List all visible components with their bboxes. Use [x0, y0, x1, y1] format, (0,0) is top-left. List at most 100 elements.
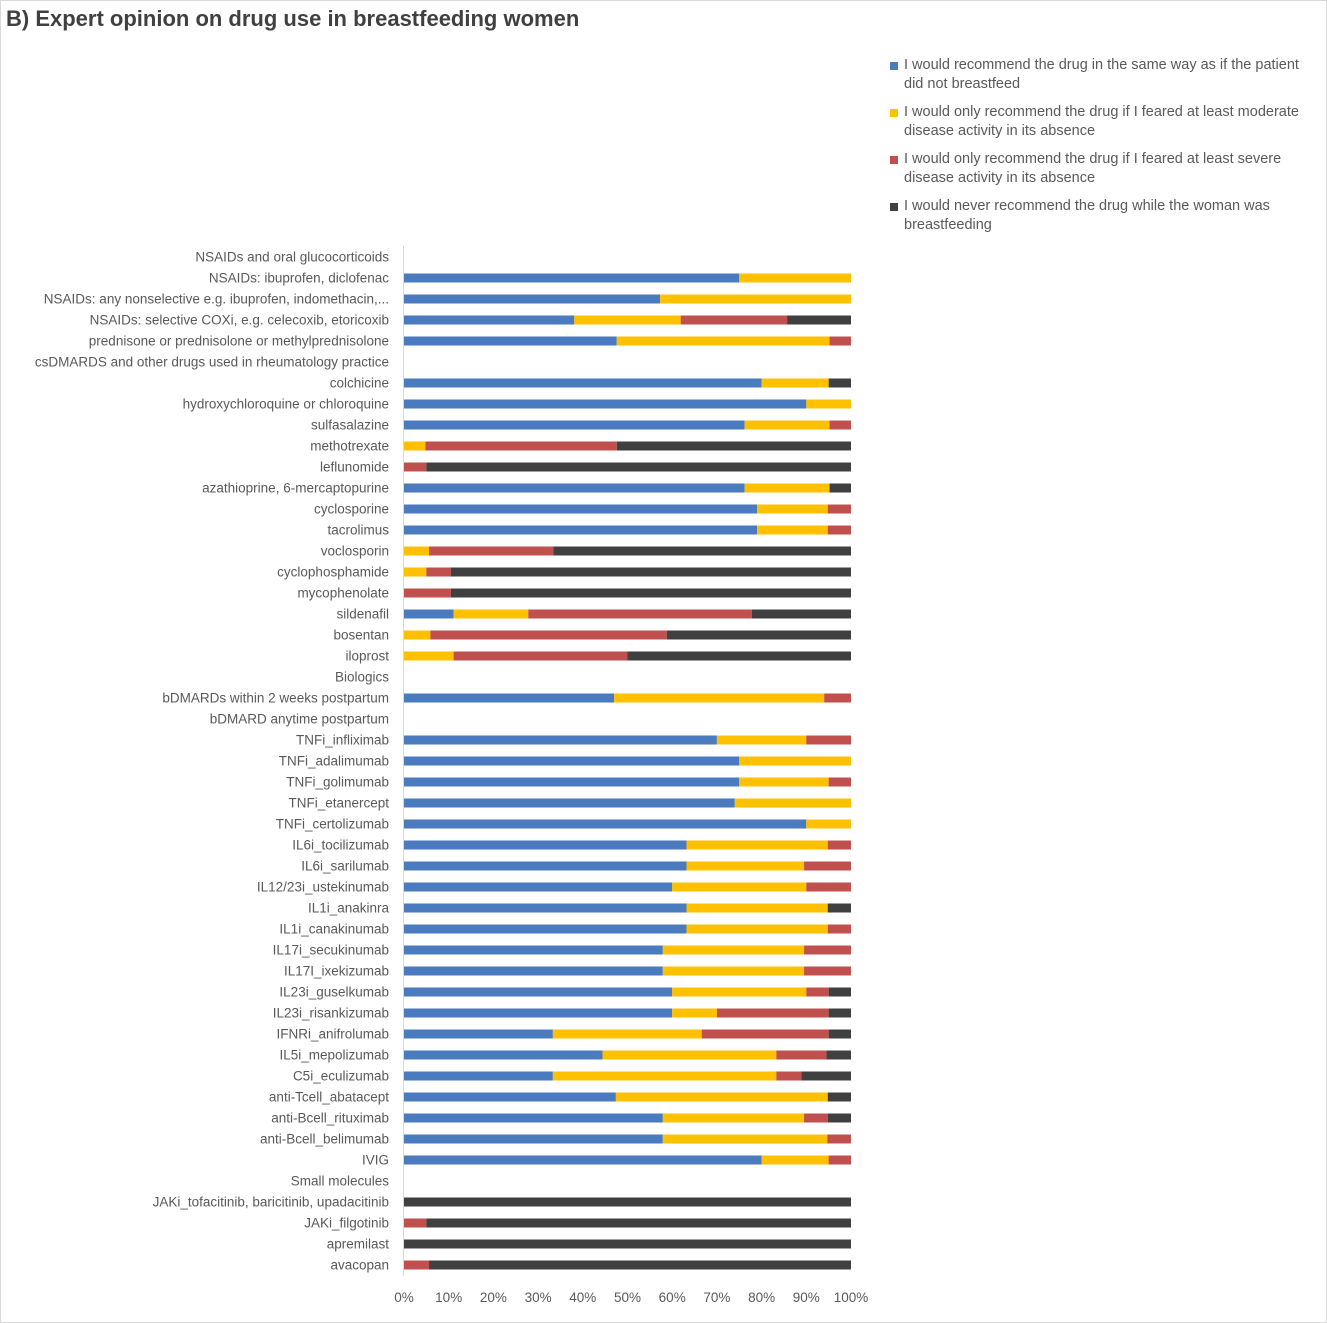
bar-segment-yellow: [672, 1008, 717, 1018]
bar-segment-red: [806, 735, 851, 745]
bar-segment-dark: [404, 1239, 851, 1249]
bar-segment-yellow: [662, 966, 805, 976]
bar-segment-yellow: [404, 441, 426, 451]
category-label: IL17i_secukinumab: [273, 943, 389, 958]
x-tick-label: 10%: [435, 1290, 462, 1305]
bar-segment-blue: [404, 336, 617, 346]
category-label: bDMARDs within 2 weeks postpartum: [162, 691, 389, 706]
legend-item-severe-disease-activity: I would only recommend the drug if I fea…: [888, 150, 1318, 197]
bar-segment-blue: [404, 819, 807, 829]
bar-segment-red: [827, 504, 851, 514]
bar-segment-yellow: [806, 399, 851, 409]
bar-segment-yellow: [757, 525, 828, 535]
bar-segment-dark: [829, 483, 851, 493]
x-tick-label: 100%: [834, 1290, 869, 1305]
x-tick-label: 70%: [703, 1290, 730, 1305]
category-label: anti-Bcell_belimumab: [260, 1132, 389, 1147]
bar-segment-blue: [404, 861, 687, 871]
bar-segment-blue: [404, 756, 740, 766]
bar-segment-red: [426, 567, 451, 577]
category-label: leflunomide: [320, 460, 389, 475]
bar-segment-yellow: [761, 378, 829, 388]
bar-segment-red: [404, 462, 427, 472]
category-label: IVIG: [362, 1153, 389, 1168]
category-label: TNFi_etanercept: [288, 796, 389, 811]
bar-segment-blue: [404, 882, 673, 892]
category-label: IL12/23i_ustekinumab: [257, 880, 389, 895]
x-tick-label: 0%: [394, 1290, 414, 1305]
bar-segment-yellow: [404, 567, 427, 577]
category-label: TNFi_certolizumab: [276, 817, 389, 832]
category-label: prednisone or prednisolone or methylpred…: [89, 334, 389, 349]
bar-segment-dark: [751, 609, 851, 619]
bar-segment-blue: [404, 420, 745, 430]
bar-segment-dark: [828, 1008, 851, 1018]
bar-segment-blue: [404, 735, 717, 745]
bar-segment-blue: [404, 315, 575, 325]
bar-segment-blue: [404, 987, 673, 997]
bar-segment-yellow: [739, 273, 851, 283]
category-label: IL6i_sarilumab: [301, 859, 389, 874]
x-tick-label: 20%: [480, 1290, 507, 1305]
bar-segment-blue: [404, 924, 687, 934]
bar-segment-dark: [787, 315, 851, 325]
bar-segment-blue: [404, 1113, 663, 1123]
bar-segment-yellow: [614, 693, 825, 703]
bar-segment-blue: [404, 777, 740, 787]
legend-label: I would recommend the drug in the same w…: [904, 57, 1299, 92]
category-label: azathioprine, 6-mercaptopurine: [202, 481, 389, 496]
legend-swatch-blue: [890, 62, 898, 70]
bar-segment-yellow: [686, 924, 828, 934]
bar-segment-yellow: [686, 840, 828, 850]
x-tick-label: 40%: [569, 1290, 596, 1305]
bar-segment-red: [429, 546, 554, 556]
category-label: sulfasalazine: [311, 418, 389, 433]
bar-segment-yellow: [761, 1155, 829, 1165]
bar-segment-red: [804, 861, 851, 871]
bar-segment-red: [827, 924, 851, 934]
bar-segment-red: [829, 336, 851, 346]
bar-segment-dark: [450, 567, 851, 577]
category-label: avacopan: [330, 1258, 389, 1273]
bar-segment-yellow: [739, 756, 851, 766]
bar-segment-red: [404, 588, 451, 598]
bar-segment-yellow: [686, 861, 805, 871]
category-label: methotrexate: [310, 439, 389, 454]
category-label: IL6i_tocilizumab: [292, 838, 389, 853]
bar-segment-dark: [827, 903, 851, 913]
bar-segment-red: [824, 693, 851, 703]
bar-segment-red: [680, 315, 788, 325]
category-label: TNFi_adalimumab: [279, 754, 389, 769]
bar-segment-yellow: [662, 1134, 828, 1144]
bar-segment-yellow: [453, 609, 529, 619]
bar-segment-yellow: [404, 630, 431, 640]
bar-segment-yellow: [404, 651, 454, 661]
category-label: mycophenolate: [297, 586, 389, 601]
bar-segment-red: [804, 1113, 828, 1123]
bar-segment-red: [701, 1029, 829, 1039]
category-label: JAKi_filgotinib: [304, 1216, 389, 1231]
legend-item-never-recommend: I would never recommend the drug while t…: [888, 197, 1318, 244]
chart-title: B) Expert opinion on drug use in breastf…: [6, 6, 580, 31]
category-label: tacrolimus: [327, 523, 389, 538]
bar-segment-yellow: [662, 945, 805, 955]
bar-segment-blue: [404, 693, 615, 703]
bar-segment-dark: [828, 1029, 851, 1039]
bar-segment-blue: [404, 294, 661, 304]
legend-label: I would only recommend the drug if I fea…: [904, 104, 1299, 139]
bar-segment-dark: [827, 1092, 851, 1102]
bar-segment-blue: [404, 798, 735, 808]
bar-segment-dark: [450, 588, 851, 598]
bar-segment-dark: [404, 1197, 851, 1207]
bar-segment-blue: [404, 1071, 553, 1081]
bar-segment-blue: [404, 945, 663, 955]
category-label: anti-Bcell_rituximab: [271, 1111, 389, 1126]
bar-segment-blue: [404, 1050, 603, 1060]
category-label: cyclosporine: [314, 502, 389, 517]
bar-segment-yellow: [660, 294, 851, 304]
bar-segment-yellow: [672, 882, 807, 892]
category-label: IL5i_mepolizumab: [279, 1048, 389, 1063]
category-label: voclosporin: [321, 544, 389, 559]
bar-segment-dark: [429, 1260, 851, 1270]
